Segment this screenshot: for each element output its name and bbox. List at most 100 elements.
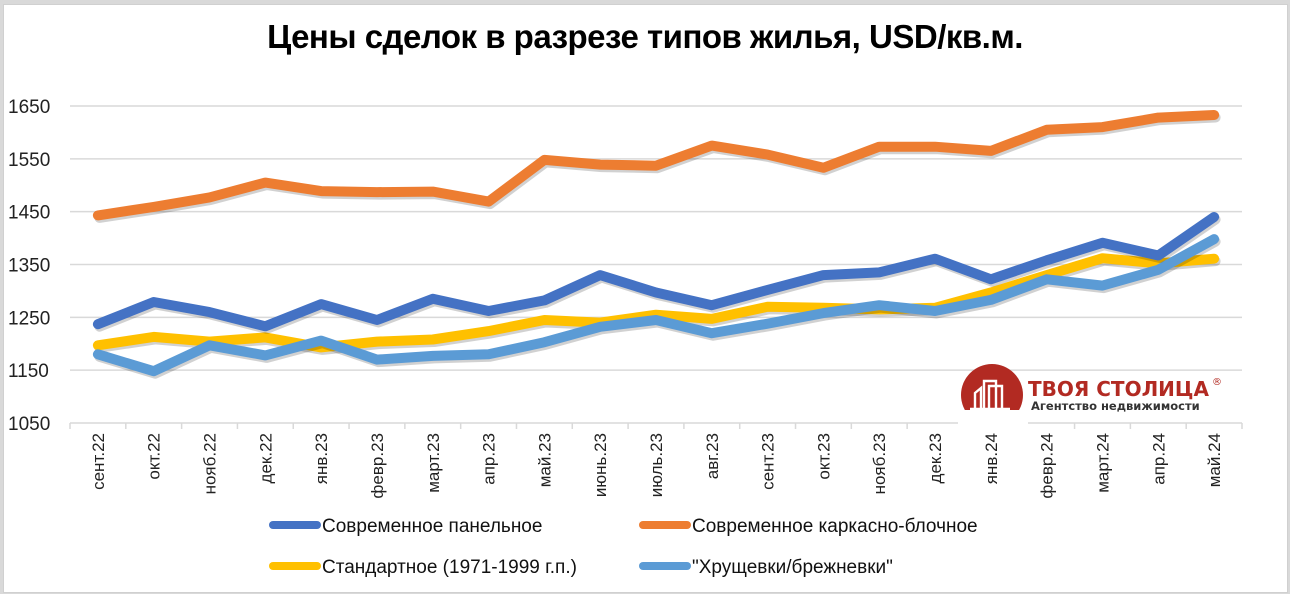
data-point bbox=[1157, 262, 1159, 264]
gridlines bbox=[70, 105, 1242, 371]
data-point bbox=[990, 278, 992, 280]
data-point bbox=[264, 336, 266, 338]
data-point bbox=[153, 336, 155, 338]
data-point bbox=[655, 292, 657, 294]
data-point bbox=[990, 299, 992, 301]
x-tick-label: дек.22 bbox=[256, 433, 275, 483]
data-point bbox=[1046, 278, 1048, 280]
chart-frame bbox=[3, 4, 1288, 593]
data-point bbox=[432, 298, 434, 300]
data-point bbox=[711, 318, 713, 320]
building-icon bbox=[970, 379, 1010, 411]
y-axis-ticks: 1050 1150 1250 1350 1450 1550 1650 bbox=[8, 97, 50, 435]
data-point bbox=[209, 344, 211, 346]
data-point bbox=[1157, 255, 1159, 257]
company-logo: ТВОЯ СТОЛИЦА ® Агентство недвижимости bbox=[958, 364, 1222, 430]
data-point bbox=[97, 353, 99, 355]
logo-name: ТВОЯ СТОЛИЦА bbox=[1028, 377, 1209, 401]
data-point bbox=[934, 146, 936, 148]
data-point bbox=[488, 330, 490, 332]
data-point bbox=[543, 319, 545, 321]
x-tick-label: апр.23 bbox=[480, 433, 499, 485]
y-tick-label: 1150 bbox=[8, 361, 49, 382]
data-point bbox=[711, 145, 713, 147]
data-point bbox=[1046, 259, 1048, 261]
legend-label: "Хрущевки/брежневки" bbox=[692, 557, 893, 578]
data-point bbox=[1101, 126, 1103, 128]
y-tick-label: 1450 bbox=[8, 203, 50, 224]
data-point bbox=[1157, 117, 1159, 119]
data-point bbox=[655, 319, 657, 321]
data-point bbox=[1213, 238, 1215, 240]
data-point bbox=[264, 354, 266, 356]
y-tick-label: 1350 bbox=[8, 256, 50, 277]
data-point bbox=[822, 274, 824, 276]
data-point bbox=[320, 303, 322, 305]
data-point bbox=[822, 167, 824, 169]
series-lines bbox=[92, 110, 1221, 379]
data-point bbox=[153, 370, 155, 372]
data-point bbox=[543, 341, 545, 343]
data-point bbox=[543, 299, 545, 301]
x-tick-label: июль.23 bbox=[647, 433, 666, 497]
legend-label: Современное панельное bbox=[322, 516, 542, 537]
data-point bbox=[1101, 285, 1103, 287]
data-point bbox=[264, 325, 266, 327]
x-axis bbox=[69, 422, 1243, 429]
data-point bbox=[264, 182, 266, 184]
data-point bbox=[432, 339, 434, 341]
data-point bbox=[990, 292, 992, 294]
legend-label: Современное каркасно-блочное bbox=[692, 516, 978, 537]
data-point bbox=[97, 323, 99, 325]
data-point bbox=[599, 326, 601, 328]
y-tick-label: 1550 bbox=[8, 150, 50, 171]
data-point bbox=[320, 340, 322, 342]
data-point bbox=[934, 310, 936, 312]
data-point bbox=[655, 314, 657, 316]
data-point bbox=[488, 353, 490, 355]
data-point bbox=[432, 191, 434, 193]
data-point bbox=[711, 304, 713, 306]
data-point bbox=[153, 301, 155, 303]
data-point bbox=[878, 304, 880, 306]
data-point bbox=[767, 306, 769, 308]
x-tick-label: апр.24 bbox=[1149, 433, 1168, 485]
series-line bbox=[92, 253, 1220, 353]
logo-tagline: Агентство недвижимости bbox=[1031, 399, 1200, 413]
data-point bbox=[432, 355, 434, 357]
data-point bbox=[1157, 269, 1159, 271]
data-point bbox=[1213, 258, 1215, 260]
data-point bbox=[1101, 257, 1103, 259]
y-tick-label: 1050 bbox=[8, 414, 50, 435]
x-tick-label: февр.24 bbox=[1038, 433, 1057, 499]
chart-title: Цены сделок в разрезе типов жилья, USD/к… bbox=[267, 18, 1023, 55]
data-point bbox=[97, 344, 99, 346]
data-point bbox=[1213, 114, 1215, 116]
data-point bbox=[488, 310, 490, 312]
data-point bbox=[209, 311, 211, 313]
x-tick-label: июнь.23 bbox=[591, 433, 610, 497]
x-tick-label: окт.22 bbox=[145, 433, 164, 480]
x-tick-label: окт.23 bbox=[814, 433, 833, 480]
x-tick-label: март.23 bbox=[424, 433, 443, 493]
data-point bbox=[599, 274, 601, 276]
x-tick-label: янв.23 bbox=[312, 433, 331, 484]
logo-circle-mask bbox=[958, 410, 1028, 430]
registered-mark: ® bbox=[1212, 377, 1222, 388]
x-tick-label: сент.23 bbox=[759, 433, 778, 490]
data-point bbox=[209, 196, 211, 198]
data-point bbox=[599, 164, 601, 166]
data-point bbox=[934, 258, 936, 260]
data-point bbox=[376, 359, 378, 361]
y-tick-label: 1650 bbox=[8, 97, 50, 118]
data-point bbox=[97, 214, 99, 216]
x-tick-label: янв.24 bbox=[982, 433, 1001, 484]
data-point bbox=[767, 289, 769, 291]
x-tick-label: февр.23 bbox=[368, 433, 387, 499]
data-point bbox=[655, 165, 657, 167]
data-point bbox=[990, 150, 992, 152]
data-point bbox=[320, 190, 322, 192]
x-tick-label: сент.22 bbox=[89, 433, 108, 490]
x-axis-tick-labels: сент.22 окт.22 нояб.22 дек.22 янв.23 февр.23 м… bbox=[89, 433, 1224, 499]
data-point bbox=[822, 312, 824, 314]
